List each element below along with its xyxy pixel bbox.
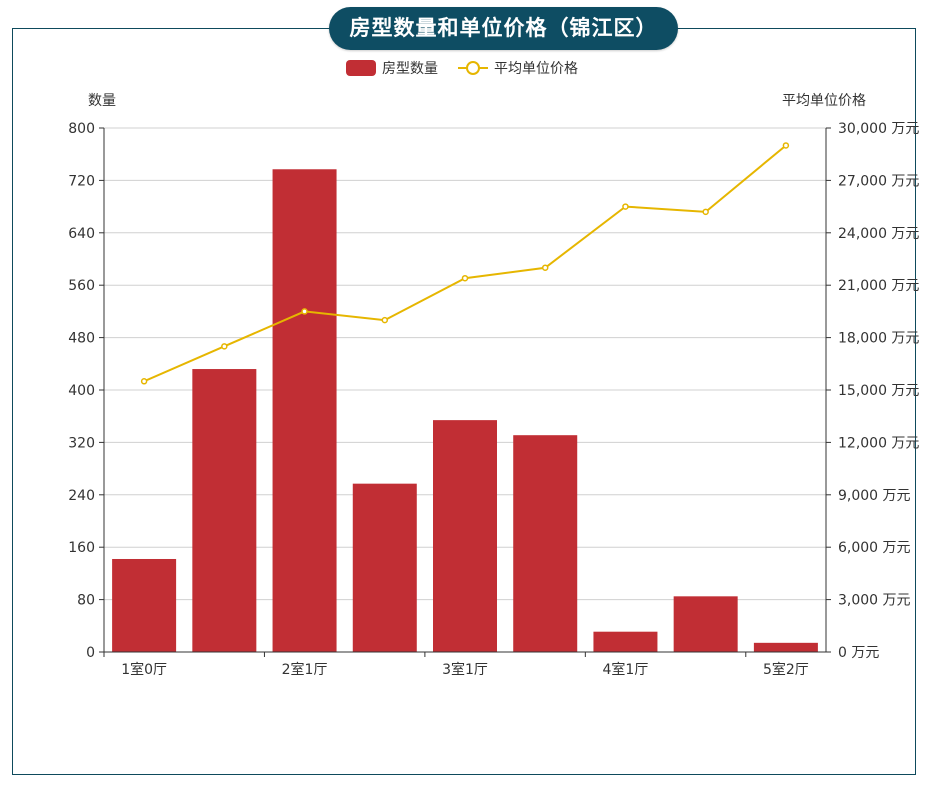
- line-point[interactable]: [140, 378, 148, 385]
- axes: 0 0 万元 80 3,000 万元 160 6,000 万元 240 9,000 万元 320…: [68, 121, 919, 678]
- line-point[interactable]: [221, 343, 228, 350]
- y-left-tick-label: 800: [68, 121, 95, 137]
- y-right-tick-label: 18,000 万元: [838, 331, 919, 347]
- line-point[interactable]: [622, 203, 629, 210]
- y-right-tick-label: 3,000 万元: [838, 593, 911, 609]
- y-left-tick-label: 720: [68, 173, 95, 189]
- bar[interactable]: [192, 369, 257, 652]
- bar[interactable]: [513, 435, 578, 652]
- y-right-tick-label: 21,000 万元: [838, 278, 919, 294]
- x-tick-label: 4室1厅: [603, 661, 649, 678]
- line-point[interactable]: [541, 264, 549, 271]
- y-left-axis-name: 数量: [88, 93, 116, 109]
- chart-title: 房型数量和单位价格（锦江区）: [329, 7, 678, 50]
- y-left-tick-label: 320: [68, 435, 95, 451]
- bar-series: [112, 169, 818, 652]
- bar[interactable]: [112, 558, 177, 652]
- line-point[interactable]: [301, 308, 308, 315]
- legend-bar-swatch[interactable]: [346, 60, 376, 76]
- line-point[interactable]: [381, 316, 389, 324]
- bar[interactable]: [272, 169, 337, 652]
- bar[interactable]: [753, 642, 818, 652]
- y-right-tick-label: 12,000 万元: [838, 435, 919, 451]
- y-left-tick-label: 240: [68, 488, 95, 504]
- y-right-tick-label: 0 万元: [838, 645, 879, 661]
- y-right-tick-label: 30,000 万元: [838, 121, 919, 137]
- x-tick-label: 1室0厅: [121, 661, 167, 678]
- y-left-tick-label: 640: [68, 226, 95, 242]
- bar[interactable]: [593, 631, 658, 652]
- y-right-tick-label: 6,000 万元: [838, 540, 911, 556]
- bar[interactable]: [352, 483, 417, 652]
- y-left-tick-label: 0: [86, 645, 95, 661]
- y-left-tick-label: 80: [77, 593, 95, 609]
- y-right-tick-label: 15,000 万元: [838, 383, 919, 399]
- line-series: [140, 142, 790, 385]
- line-point[interactable]: [782, 142, 790, 149]
- legend-line-marker[interactable]: [466, 61, 480, 75]
- legend[interactable]: 房型数量 平均单位价格: [346, 60, 578, 77]
- line-point[interactable]: [461, 274, 469, 282]
- y-left-tick-label: 400: [68, 383, 95, 399]
- x-tick-label: 3室1厅: [442, 661, 488, 678]
- y-left-tick-label: 480: [68, 331, 95, 347]
- legend-bar-label[interactable]: 房型数量: [382, 61, 438, 77]
- line-point[interactable]: [702, 208, 709, 216]
- y-right-tick-label: 24,000 万元: [838, 226, 919, 242]
- y-right-tick-label: 9,000 万元: [838, 488, 911, 504]
- y-right-tick-label: 27,000 万元: [838, 173, 919, 189]
- y-left-tick-label: 560: [68, 278, 95, 294]
- y-left-tick-label: 160: [68, 540, 95, 556]
- bar[interactable]: [433, 420, 497, 652]
- bar[interactable]: [673, 596, 738, 652]
- y-right-axis-name: 平均单位价格: [782, 93, 866, 109]
- x-tick-label: 5室2厅: [763, 661, 809, 678]
- x-tick-label: 2室1厅: [282, 661, 328, 678]
- legend-line-label[interactable]: 平均单位价格: [494, 61, 578, 77]
